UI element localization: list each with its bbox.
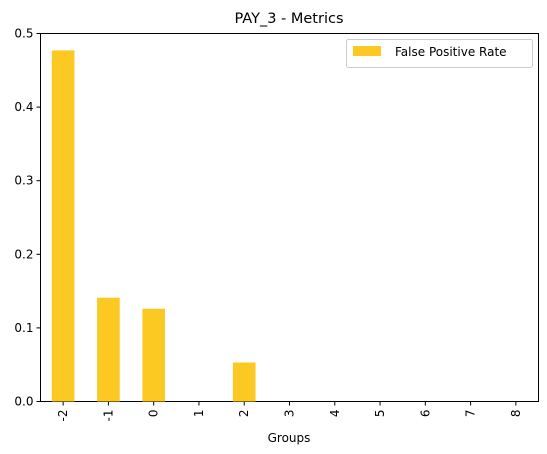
x-tick-label: 5 (373, 410, 387, 418)
x-axis-label: Groups (268, 431, 311, 445)
x-tick-label: 3 (283, 410, 297, 418)
y-axis: 0.0 0.1 0.2 0.3 0.4 0.5 (14, 27, 41, 409)
chart-title: PAY_3 - Metrics (234, 11, 343, 27)
legend-swatch (353, 46, 381, 56)
bar--1 (97, 297, 120, 402)
x-tick-label: 0 (147, 410, 161, 418)
bars-group (51, 50, 256, 402)
bar--2 (51, 50, 75, 402)
y-tick-label: 0.0 (14, 395, 33, 409)
x-tick-label: 6 (418, 410, 432, 418)
x-tick-label: 2 (237, 410, 251, 418)
y-tick-label: 0.4 (14, 100, 33, 114)
x-tick-label: -1 (101, 410, 115, 422)
x-tick-label: -2 (56, 410, 70, 422)
y-tick-label: 0.5 (14, 27, 33, 41)
x-axis: -2 -1 0 1 2 3 4 5 6 7 8 (56, 401, 523, 422)
x-tick-label: 7 (464, 410, 478, 418)
y-tick-label: 0.1 (14, 321, 33, 335)
bar-2 (232, 362, 256, 402)
legend: False Positive Rate (346, 39, 533, 68)
y-tick-label: 0.2 (14, 247, 33, 261)
legend-label: False Positive Rate (395, 45, 507, 59)
legend-box (346, 39, 533, 68)
x-tick-label: 4 (328, 410, 342, 418)
x-tick-label: 8 (509, 410, 523, 418)
y-tick-label: 0.3 (14, 174, 33, 188)
x-tick-label: 1 (192, 410, 206, 418)
bar-0 (142, 308, 165, 402)
